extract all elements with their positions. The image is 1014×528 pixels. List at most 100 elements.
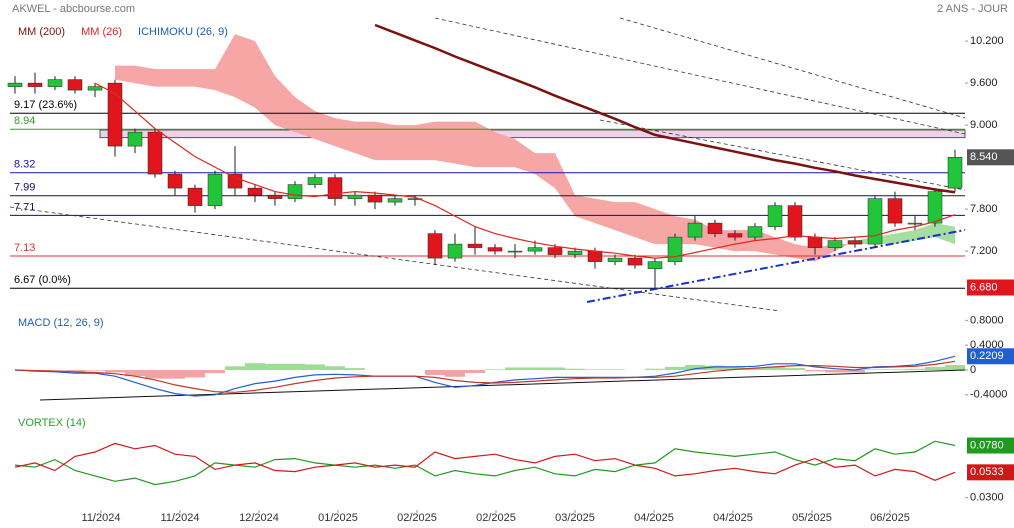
ichimoku-cloud <box>795 244 815 262</box>
series-line <box>94 82 956 259</box>
ichimoku-cloud <box>275 76 295 133</box>
legend-entry: MM (26) <box>81 26 122 38</box>
ichimoku-cloud <box>615 202 635 238</box>
price-tag-label: 6.680 <box>970 281 998 293</box>
ichimoku-cloud <box>195 69 215 91</box>
ichimoku-cloud <box>335 118 355 154</box>
y-tick-label: 9.000 <box>970 119 998 131</box>
candle-body <box>207 173 223 206</box>
price-tag-label: 0.0533 <box>970 466 1004 478</box>
y-tick-label: 0.0300 <box>970 492 1004 504</box>
histogram-bar <box>925 366 945 370</box>
candle-body <box>747 226 763 238</box>
histogram-bar <box>265 363 285 370</box>
histogram-bar <box>845 369 865 373</box>
y-tick-label: 0 <box>970 364 976 376</box>
support-line <box>586 229 966 303</box>
ichimoku-cloud <box>535 153 555 189</box>
candle-body <box>247 187 263 196</box>
histogram-bar <box>785 368 805 370</box>
histogram-bar <box>445 369 465 377</box>
candle-body <box>307 177 323 185</box>
x-tick-label: 02/2025 <box>476 512 516 524</box>
x-tick-label: 04/2025 <box>713 512 753 524</box>
ichimoku-cloud <box>215 34 235 98</box>
candle-body <box>287 184 303 199</box>
fib-level-label: 7.71 <box>14 201 35 213</box>
x-tick-label: 01/2025 <box>318 512 358 524</box>
series-line <box>374 23 956 194</box>
candle-body <box>407 198 423 200</box>
candle-body <box>487 247 503 252</box>
candle-body <box>907 222 923 225</box>
histogram-bar <box>745 368 765 370</box>
histogram-bar <box>425 369 445 375</box>
candle-body <box>427 233 443 259</box>
histogram-bar <box>125 369 145 377</box>
header-title: AKWEL - abcbourse.com <box>12 3 135 15</box>
histogram-bar <box>585 369 605 370</box>
fib-level-label: 8.94 <box>14 115 35 127</box>
histogram-bar <box>505 367 525 370</box>
candle-body <box>367 194 383 203</box>
histogram-bar <box>65 369 85 372</box>
histogram-bar <box>485 369 505 370</box>
candle-body <box>687 222 703 238</box>
candle-body <box>887 198 903 224</box>
candle-body <box>507 250 523 253</box>
price-tag-label: 8.540 <box>970 151 998 163</box>
candle-body <box>387 198 403 203</box>
candle-body <box>7 82 23 87</box>
price-tag <box>967 464 1014 481</box>
candle-body <box>787 205 803 238</box>
candle-body <box>767 205 783 227</box>
price-tag <box>967 437 1014 454</box>
legend-entry: MM (200) <box>18 26 65 38</box>
legend-entry: ICHIMOKU (26, 9) <box>138 26 228 38</box>
histogram-bar <box>885 369 905 370</box>
y-tick-label: 7.200 <box>970 245 998 257</box>
fib-level-label: 9.17 (23.6%) <box>14 99 77 111</box>
ichimoku-cloud <box>515 139 535 175</box>
x-tick-label: 05/2025 <box>792 512 832 524</box>
histogram-bar <box>905 368 925 370</box>
candle-body <box>467 243 483 248</box>
ichimoku-cloud <box>375 121 395 161</box>
histogram-bar <box>165 369 185 379</box>
header-period: 2 ANS - JOUR <box>937 3 1008 15</box>
ichimoku-cloud <box>575 195 595 224</box>
candle-body <box>227 173 243 189</box>
ichimoku-cloud <box>315 111 335 147</box>
ichimoku-cloud <box>415 121 435 161</box>
candle-body <box>867 198 883 245</box>
x-tick-label: 06/2025 <box>870 512 910 524</box>
ichimoku-cloud <box>655 209 675 245</box>
price-tag <box>967 279 1014 296</box>
ichimoku-cloud <box>815 244 835 262</box>
y-tick-label: 10.200 <box>970 35 1004 47</box>
histogram-bar <box>525 367 545 370</box>
ichimoku-cloud <box>595 198 615 231</box>
histogram-bar <box>225 366 245 370</box>
x-tick-label: 04/2025 <box>634 512 674 524</box>
candle-body <box>327 177 343 199</box>
candle-body <box>447 243 463 259</box>
ichimoku-cloud <box>135 65 155 87</box>
histogram-bar <box>685 365 705 370</box>
ichimoku-cloud <box>235 34 255 108</box>
candle-body <box>707 222 723 234</box>
histogram-bar <box>325 366 345 370</box>
histogram-bar <box>865 369 885 370</box>
ichimoku-cloud <box>435 121 455 164</box>
histogram-bar <box>105 369 125 373</box>
x-tick-label: 02/2025 <box>397 512 437 524</box>
candle-body <box>87 86 103 91</box>
histogram-bar <box>805 369 825 372</box>
panel-title: VORTEX (14) <box>18 417 86 429</box>
ichimoku-cloud <box>255 41 275 126</box>
ichimoku-cloud <box>455 121 475 168</box>
series-line <box>14 442 956 481</box>
candle-body <box>807 236 823 248</box>
candle-body <box>667 236 683 262</box>
